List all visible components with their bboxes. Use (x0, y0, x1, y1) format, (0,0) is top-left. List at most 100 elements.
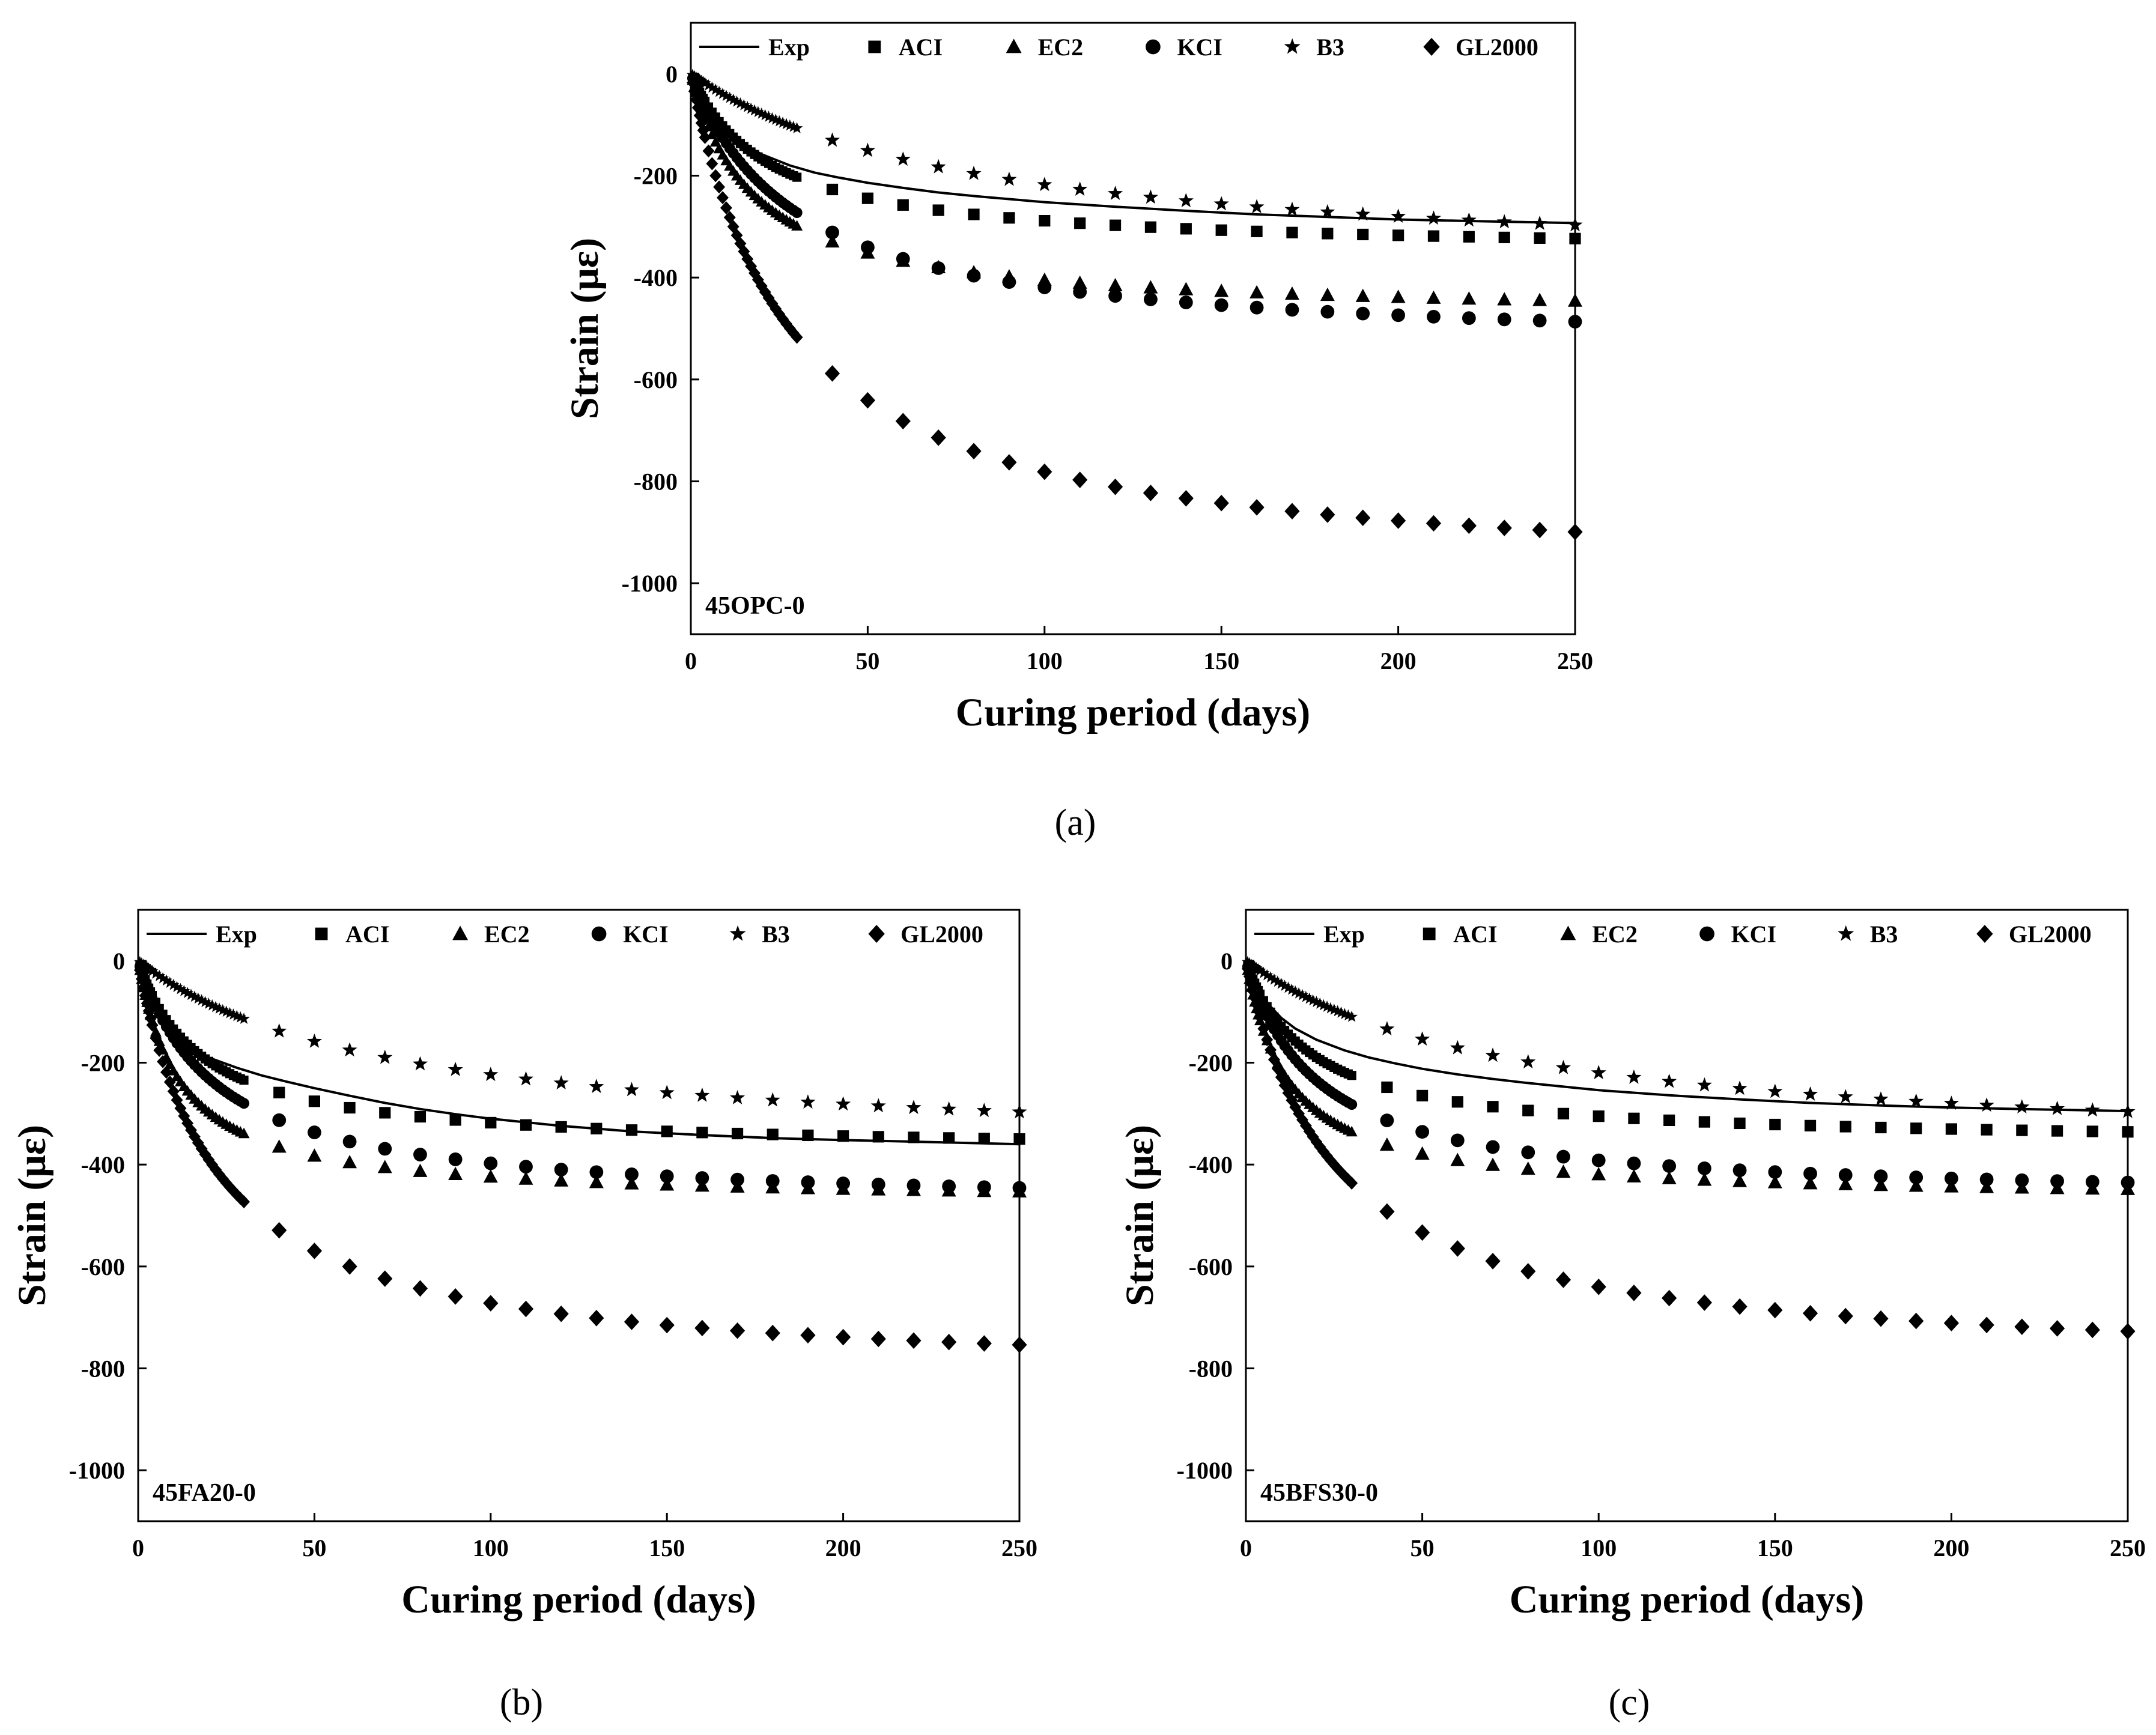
data-point-aci (1215, 224, 1227, 236)
data-point-gl2000 (860, 392, 875, 409)
data-point-kci (825, 225, 839, 240)
data-point-ec2 (825, 234, 840, 248)
data-point-gl2000 (272, 1222, 287, 1239)
data-point-gl2000 (1012, 1336, 1027, 1354)
data-point-b3 (1732, 1080, 1748, 1095)
data-point-gl2000 (238, 1195, 251, 1209)
data-point-kci (554, 1163, 568, 1176)
data-point-b3 (730, 95, 743, 107)
data-point-gl2000 (787, 326, 800, 340)
data-point-kci (1909, 1170, 1924, 1184)
legend-label-ec2: EC2 (484, 921, 530, 948)
data-point-gl2000 (227, 1184, 240, 1198)
data-point-b3 (157, 972, 169, 984)
data-point-kci (1838, 1168, 1853, 1182)
data-point-b3 (765, 1092, 780, 1107)
data-point-b3 (146, 964, 159, 977)
data-point-b3 (1307, 994, 1319, 1006)
data-point-b3 (791, 122, 803, 133)
data-point-gl2000 (146, 1018, 159, 1032)
data-point-b3 (483, 1067, 499, 1082)
y-axis-title: Strain (με) (563, 238, 607, 419)
data-point-ec2 (1346, 1125, 1358, 1137)
legend-marker-gl2000 (1976, 925, 1993, 943)
data-point-gl2000 (589, 1309, 604, 1327)
data-point-aci (1981, 1124, 1993, 1136)
data-point-kci (931, 261, 946, 275)
data-point-gl2000 (1178, 489, 1194, 507)
data-point-kci (977, 1180, 991, 1195)
data-point-b3 (195, 994, 208, 1006)
data-point-aci (661, 1125, 673, 1137)
data-point-kci (342, 1134, 357, 1149)
data-point-b3 (706, 81, 718, 93)
data-point-b3 (1286, 983, 1298, 995)
data-point-kci (730, 1172, 744, 1187)
data-point-kci (942, 1179, 956, 1193)
data-point-aci (1628, 1112, 1640, 1124)
data-point-gl2000 (752, 273, 764, 286)
data-point-aci (1522, 1104, 1534, 1116)
legend-label-gl2000: GL2000 (1456, 34, 1538, 61)
data-point-gl2000 (1461, 517, 1477, 534)
data-point-b3 (1328, 1004, 1340, 1015)
data-point-gl2000 (1626, 1285, 1642, 1301)
x-tick-label: 50 (1411, 1534, 1435, 1561)
data-point-gl2000 (941, 1333, 957, 1351)
legend-label-kci: KCI (623, 921, 669, 948)
data-point-ec2 (1320, 287, 1335, 301)
data-point-gl2000 (1346, 1176, 1358, 1190)
data-point-b3 (1271, 975, 1284, 987)
y-tick-label: -200 (634, 163, 678, 190)
data-point-kci (2050, 1174, 2064, 1188)
data-point-b3 (699, 77, 711, 89)
data-point-kci (1697, 1161, 1711, 1175)
data-point-kci (1427, 309, 1441, 324)
y-axis-title: Strain (με) (10, 1125, 54, 1306)
data-point-aci (1347, 1071, 1356, 1080)
data-point-ec2 (272, 1139, 287, 1153)
data-point-gl2000 (1732, 1298, 1748, 1315)
data-point-ec2 (1426, 290, 1441, 304)
data-point-b3 (518, 1071, 533, 1086)
data-point-aci (1013, 1133, 1025, 1145)
data-point-kci (1486, 1140, 1500, 1154)
data-point-b3 (1461, 212, 1477, 227)
data-point-gl2000 (163, 1075, 176, 1089)
data-point-kci (1662, 1159, 1677, 1173)
data-point-b3 (1293, 987, 1305, 999)
data-point-b3 (1289, 985, 1302, 997)
data-point-gl2000 (741, 252, 754, 266)
y-tick-label: -800 (1189, 1355, 1233, 1382)
data-point-kci (1768, 1165, 1782, 1179)
data-point-ec2 (694, 1178, 709, 1192)
data-point-b3 (1696, 1077, 1712, 1092)
data-point-kci (836, 1176, 850, 1190)
data-point-gl2000 (1261, 1033, 1274, 1047)
y-tick-label: -400 (1189, 1151, 1233, 1178)
data-point-gl2000 (1072, 471, 1088, 488)
x-tick-label: 100 (1581, 1534, 1617, 1561)
data-point-aci (826, 183, 839, 196)
data-point-b3 (1321, 1001, 1333, 1012)
data-point-b3 (659, 1085, 675, 1100)
data-point-kci (765, 1174, 780, 1188)
data-point-ec2 (1284, 286, 1299, 300)
data-point-aci (1427, 230, 1440, 242)
data-point-ec2 (791, 220, 803, 231)
data-point-b3 (1979, 1097, 1994, 1112)
data-point-gl2000 (1320, 506, 1335, 523)
data-point-b3 (1314, 997, 1326, 1009)
data-point-ec2 (554, 1173, 569, 1187)
data-point-gl2000 (783, 322, 796, 335)
data-point-b3 (238, 1013, 250, 1024)
data-point-b3 (153, 969, 166, 981)
legend-label-ec2: EC2 (1038, 34, 1084, 61)
data-point-aci (1945, 1123, 1957, 1135)
panel-caption: (c) (1609, 1682, 1650, 1723)
data-point-kci (589, 1165, 604, 1179)
data-point-aci (449, 1114, 461, 1126)
legend-marker-ec2 (452, 925, 469, 940)
data-point-kci (1462, 311, 1476, 326)
data-point-aci (696, 1127, 708, 1139)
